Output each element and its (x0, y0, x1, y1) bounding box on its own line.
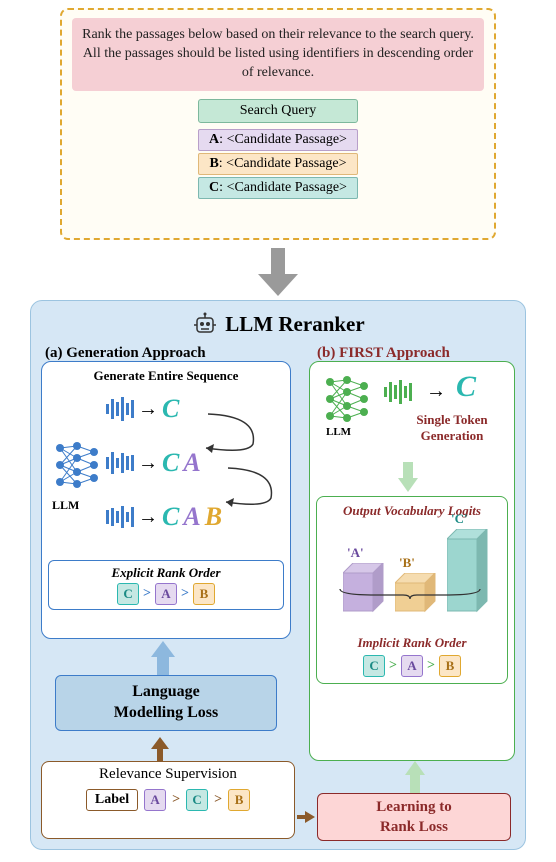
implicit-rank-row: C > A > B (321, 655, 503, 677)
autoregressive-arrow-icon (198, 406, 268, 456)
llm-label: LLM (326, 426, 351, 438)
arrow-down-icon (258, 248, 298, 296)
logits-bars-icon (106, 503, 134, 531)
seq-row-3: → CAB (106, 502, 222, 532)
generation-panel: Generate Entire Sequence (41, 361, 291, 639)
arrow-down-icon (398, 462, 418, 494)
search-query-box: Search Query (198, 99, 358, 123)
single-token-gen-label: Single Token Generation (396, 412, 508, 444)
candidate-a: A: <Candidate Passage> (72, 129, 484, 151)
first-panel: LLM → C Single Token Generation Output V… (309, 361, 515, 761)
seq-row-1: → C (106, 394, 179, 424)
supervision-panel: Relevance Supervision Label A > C > B (41, 761, 295, 839)
llm-label: LLM (52, 498, 79, 513)
ltr-loss-box: Learning toRank Loss (317, 793, 511, 841)
arrow-right-icon (297, 811, 315, 823)
arrow-up-icon (405, 761, 425, 793)
lm-loss-box: LanguageModelling Loss (55, 675, 277, 731)
logits-bars-icon (106, 395, 134, 423)
autoregressive-arrow-icon (218, 460, 288, 510)
robot-icon (191, 311, 219, 341)
prompt-panel: Rank the passages below based on their r… (60, 8, 496, 240)
logits-bars-icon (384, 378, 412, 406)
llm-network-icon (50, 438, 104, 497)
candidate-b: B: <Candidate Passage> (72, 153, 484, 175)
llm-network-icon (320, 372, 374, 431)
brace-icon (335, 587, 485, 599)
logits-bars-icon (106, 449, 134, 477)
label-tag: Label (86, 789, 138, 811)
generation-title: Generate Entire Sequence (48, 368, 284, 384)
arrow-up-icon (151, 737, 169, 763)
arrow-up-icon (151, 641, 175, 677)
first-approach-label: (b) FIRST Approach (317, 345, 450, 362)
seq-row-2: → CA (106, 448, 201, 478)
candidate-c: C: <Candidate Passage> (72, 177, 484, 199)
instruction-text: Rank the passages below based on their r… (72, 18, 484, 91)
reranker-title: LLM Reranker (39, 311, 517, 341)
reranker-panel: LLM Reranker (a) Generation Approach (b)… (30, 300, 526, 850)
logits-panel: Output Vocabulary Logits 'A''B''C' Impli… (316, 496, 508, 684)
single-token-c: C (456, 370, 476, 404)
explicit-rank-box: Explicit Rank Order C > A > B (48, 560, 284, 610)
logits-3d-bars: 'A''B''C' (321, 523, 503, 623)
generation-approach-label: (a) Generation Approach (45, 345, 206, 362)
